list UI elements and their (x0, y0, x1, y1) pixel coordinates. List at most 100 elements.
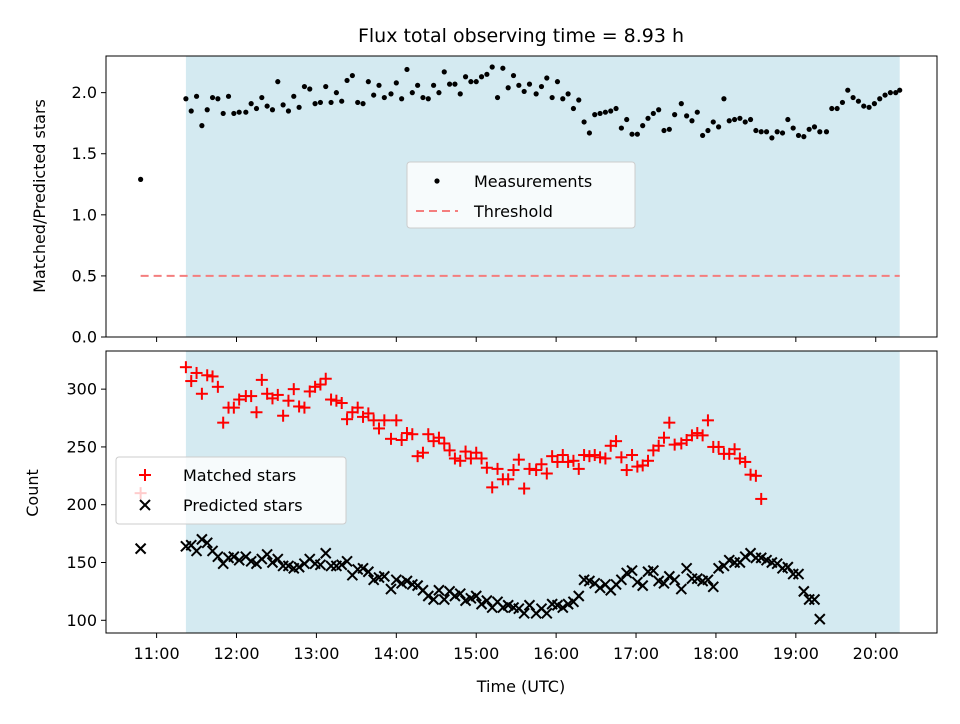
matched-star-point (217, 416, 230, 429)
ratio-panel: 0.00.51.01.52.0 Matched/Predicted stars … (30, 55, 938, 347)
measurement-point (296, 104, 302, 110)
matched-star-point (491, 462, 504, 475)
matched-star-point (696, 429, 709, 442)
predicted-star-point (557, 601, 569, 614)
measurement-point (597, 110, 603, 117)
measurement-point (484, 71, 490, 77)
predicted-star-point (523, 599, 536, 611)
count-y-axis: 100 150 200 250 300 (66, 380, 106, 630)
measurement-point (193, 93, 200, 99)
measurement-point (602, 109, 608, 115)
measurement-point (700, 132, 706, 139)
x-tick-label: 11:00 (134, 644, 180, 663)
measurement-point (264, 103, 270, 109)
matched-star-point (685, 429, 698, 442)
measurement-point (586, 130, 593, 136)
measurement-point (510, 72, 517, 79)
measurement-point (737, 115, 743, 121)
predicted-star-point (422, 590, 434, 602)
measurement-point (834, 105, 840, 112)
measurement-point (861, 103, 867, 109)
matched-star-point (406, 428, 419, 441)
measurement-point (388, 91, 394, 97)
measurement-point (183, 96, 189, 102)
measurement-point (634, 131, 640, 137)
predicted-stars-legend-marker (139, 499, 151, 511)
ratio-y-tick-label: 1.5 (72, 144, 97, 163)
matched-star-point (540, 467, 553, 480)
measurement-point (269, 107, 276, 113)
x-tick-label: 13:00 (293, 644, 339, 663)
measurement-point (355, 99, 361, 106)
ratio-panel-frame (105, 55, 938, 338)
measurements-legend-label: Measurements (474, 172, 592, 191)
measurement-point (291, 93, 297, 99)
matched-star-point (572, 462, 585, 475)
measurement-point (209, 94, 216, 101)
predicted-star-point (212, 551, 224, 563)
measurement-point (259, 94, 265, 101)
predicted-star-point (782, 561, 794, 573)
measurement-point (462, 74, 469, 80)
matched-star-point (507, 464, 520, 477)
predicted-star-point (647, 564, 660, 577)
measurement-point (215, 96, 221, 102)
measurement-point (790, 125, 796, 131)
predicted-star-point (266, 556, 279, 569)
measurement-point (446, 81, 453, 87)
matched-star-point (443, 444, 456, 457)
predicted-star-point (314, 559, 327, 571)
predicted-star-point (707, 581, 719, 593)
measurement-point (871, 101, 878, 107)
count-panel-frame (105, 350, 938, 634)
matched-star-point (227, 401, 240, 414)
measurement-point (684, 113, 690, 119)
predicted-star-point (615, 574, 628, 586)
measurement-point (415, 82, 421, 88)
matched-star-point (179, 361, 192, 374)
predicted-star-point (573, 590, 585, 602)
matched-star-point (195, 387, 208, 400)
measurement-point (505, 85, 511, 91)
matched-star-point (615, 451, 628, 464)
matched-star-point (518, 482, 531, 495)
measurement-point (866, 104, 872, 110)
predicted-star-point (518, 607, 530, 620)
matched-star-point (201, 369, 214, 382)
count-panel: 100 150 200 250 300 11:00 12:00 13:00 14:00 15:0… (23, 350, 938, 696)
matched-star-point (512, 453, 525, 466)
measurement-point (441, 69, 447, 75)
measurement-point (629, 131, 635, 137)
time-x-axis: 11:00 12:00 13:00 14:00 15:00 16:00 17:00 18:00… (134, 633, 899, 663)
measurement-point (399, 96, 405, 102)
measurement-point (344, 77, 350, 84)
count-y-tick-label: 250 (66, 437, 97, 456)
measurement-point (592, 112, 598, 118)
measurement-point (328, 99, 334, 106)
measurement-point (576, 97, 582, 103)
predicted-star-point (228, 551, 240, 563)
matched-star-point (362, 407, 375, 420)
matched-star-point (728, 443, 741, 456)
predicted-star-point (739, 551, 751, 563)
measurement-point (248, 101, 254, 107)
count-y-tick-label: 300 (66, 380, 97, 399)
measurement-point (349, 72, 355, 79)
matched-stars-legend-label: Matched stars (183, 466, 296, 485)
predicted-star-point (636, 579, 649, 592)
matched-star-point (530, 464, 543, 477)
matched-star-point (562, 455, 575, 468)
measurement-point (882, 92, 888, 98)
matched-star-point (378, 414, 391, 427)
predicted-star-point (357, 562, 369, 574)
predicted-star-point (541, 607, 553, 620)
matched-star-point (416, 446, 429, 459)
predicted-star-point (336, 559, 348, 571)
measurement-point (705, 127, 711, 134)
measurement-point (811, 124, 818, 130)
measurement-point (742, 119, 748, 125)
matched-star-point (390, 414, 403, 427)
measurement-point (758, 129, 764, 135)
measurement-point (839, 99, 846, 106)
